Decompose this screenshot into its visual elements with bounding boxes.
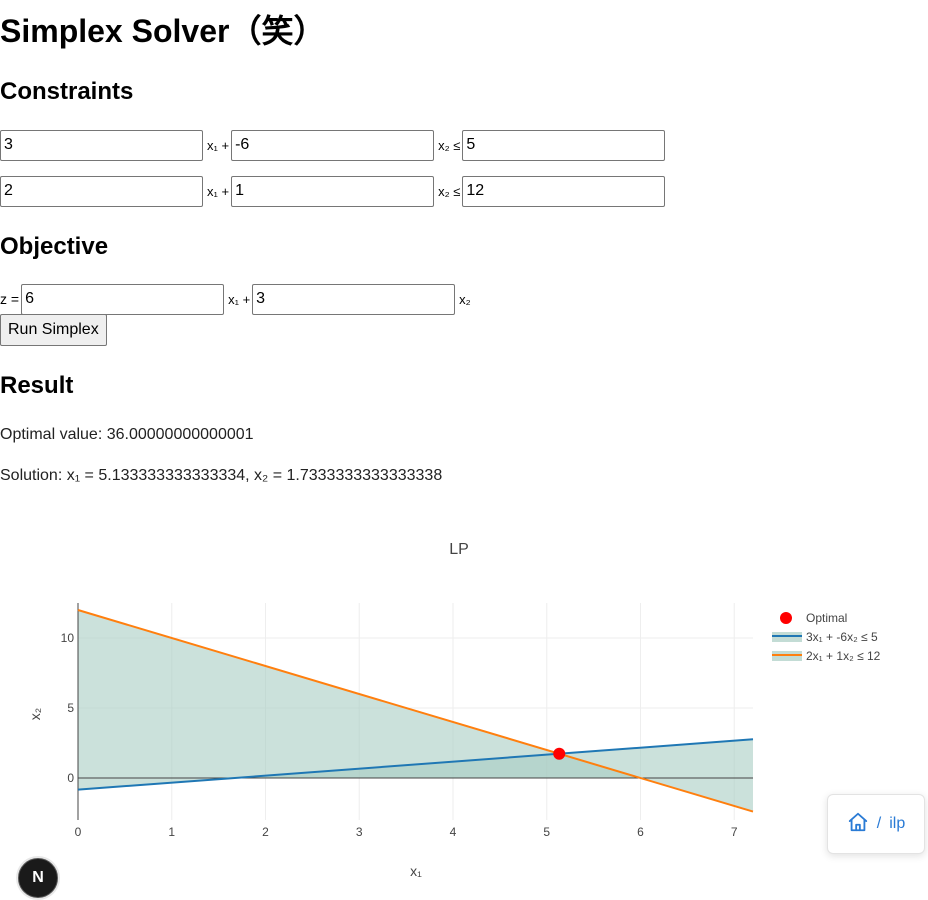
objective-row: z = x₁ + x₂ [0, 283, 473, 315]
x-tick-label: 4 [450, 825, 457, 839]
constraint-1-rhs[interactable] [462, 129, 666, 161]
x-tick-label: 1 [168, 825, 175, 839]
n-logo-badge[interactable]: N [18, 858, 58, 898]
lp-chart[interactable]: LP 0 1 2 3 4 5 6 7 0 5 10 x₁ x₂ Optimal 3x₁ + -6x₂ … [0, 530, 928, 890]
constraint-2-rhs[interactable] [462, 175, 666, 207]
constraint-region [78, 610, 753, 812]
constraint-row: x₁ + x₂ ≤ [0, 129, 666, 161]
chart-title: LP [449, 541, 469, 558]
page-title: Simplex Solver（笑） [0, 13, 326, 49]
constraint-2-coef-x1[interactable] [0, 175, 203, 207]
breadcrumb-link-ilp[interactable]: ilp [889, 815, 906, 832]
constraints-heading: Constraints [0, 78, 134, 105]
legend-marker-optimal [780, 612, 792, 624]
x1-plus-label: x₁ + [207, 137, 230, 153]
objective-coef-x1[interactable] [21, 283, 225, 315]
x-tick-label: 0 [75, 825, 82, 839]
optimal-value-text: Optimal value: 36.00000000000001 [0, 426, 254, 443]
legend-label[interactable]: 2x₁ + 1x₂ ≤ 12 [806, 649, 881, 663]
z-equals-label: z = [0, 291, 20, 307]
constraint-line[interactable] [77, 609, 754, 813]
objective-heading: Objective [0, 233, 109, 260]
solution-text: Solution: x₁ = 5.133333333333334, x₂ = 1… [0, 467, 443, 484]
x1-plus-label: x₁ + [228, 291, 251, 307]
optimal-point[interactable] [553, 747, 566, 760]
x1-plus-label: x₁ + [207, 183, 230, 199]
breadcrumb: / ilp [827, 794, 925, 854]
x-axis-label: x₁ [410, 863, 422, 879]
x-tick-label: 6 [637, 825, 644, 839]
x-tick-label: 2 [262, 825, 269, 839]
constraint-1-coef-x1[interactable] [0, 129, 203, 161]
x-tick-label: 7 [731, 825, 738, 839]
y-tick-label: 0 [67, 771, 74, 785]
constraint-1-coef-x2[interactable] [231, 129, 435, 161]
result-heading: Result [0, 372, 74, 399]
x2-leq-label: x₂ ≤ [438, 137, 461, 153]
constraint-2-coef-x2[interactable] [231, 175, 435, 207]
legend-label-optimal: Optimal [806, 611, 847, 625]
legend-label[interactable]: 3x₁ + -6x₂ ≤ 5 [806, 630, 878, 644]
constraint-row: x₁ + x₂ ≤ [0, 175, 666, 207]
x2-leq-label: x₂ ≤ [438, 183, 461, 199]
run-simplex-button[interactable]: Run Simplex [0, 314, 107, 346]
y-axis-label: x₂ [27, 708, 43, 720]
x-tick-label: 3 [356, 825, 363, 839]
home-icon[interactable] [847, 811, 869, 838]
constraint-line[interactable] [77, 738, 754, 791]
objective-coef-x2[interactable] [252, 283, 456, 315]
breadcrumb-separator: / [876, 815, 882, 832]
y-tick-label: 10 [61, 631, 75, 645]
x2-label: x₂ [459, 291, 471, 307]
y-tick-label: 5 [67, 701, 74, 715]
x-tick-label: 5 [543, 825, 550, 839]
